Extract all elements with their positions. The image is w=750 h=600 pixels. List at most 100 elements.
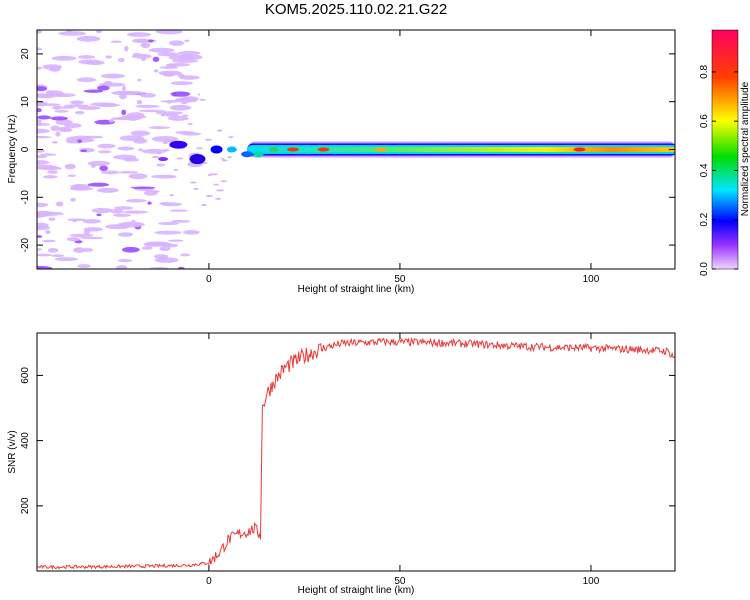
noise-blob bbox=[96, 30, 102, 34]
ridge-onset-blob bbox=[158, 157, 169, 162]
noise-blob bbox=[157, 52, 179, 57]
noise-blob bbox=[118, 171, 138, 174]
noise-blob bbox=[64, 123, 82, 128]
noise-blob bbox=[141, 148, 167, 154]
noise-blob bbox=[139, 92, 156, 98]
noise-blob bbox=[125, 199, 147, 203]
noise-blob bbox=[117, 146, 135, 151]
noise-blob bbox=[131, 219, 136, 223]
noise-blob bbox=[37, 164, 58, 170]
noise-blob bbox=[169, 209, 188, 212]
noise-blob bbox=[138, 148, 143, 152]
noise-blob bbox=[78, 59, 102, 65]
noise-blob bbox=[73, 247, 86, 253]
noise-blob bbox=[205, 195, 214, 198]
noise-blob bbox=[51, 141, 59, 144]
noise-blob bbox=[66, 237, 81, 242]
noise-blob bbox=[117, 232, 133, 237]
spectrogram-y-label: Frequency (Hz) bbox=[7, 115, 18, 184]
noise-blob bbox=[162, 111, 166, 114]
noise-blob bbox=[117, 58, 126, 63]
noise-blob bbox=[172, 92, 177, 97]
noise-blob bbox=[138, 109, 166, 113]
noise-blob bbox=[76, 77, 97, 83]
noise-blob bbox=[152, 56, 160, 62]
noise-blob bbox=[37, 122, 51, 126]
y-tick-label: 10 bbox=[20, 96, 31, 108]
noise-blob bbox=[169, 194, 174, 197]
noise-blob bbox=[213, 183, 219, 186]
spectrogram-plot-area bbox=[37, 30, 675, 269]
y-tick-label: -10 bbox=[20, 190, 31, 205]
noise-blob bbox=[40, 153, 57, 156]
noise-blob bbox=[51, 55, 77, 61]
noise-blob bbox=[50, 125, 60, 132]
noise-blob bbox=[96, 187, 119, 193]
figure-title: KOM5.2025.110.02.21.G22 bbox=[265, 1, 447, 18]
noise-blob bbox=[153, 69, 159, 73]
noise-blob bbox=[121, 85, 127, 92]
noise-blob bbox=[197, 93, 201, 96]
noise-blob bbox=[215, 197, 222, 200]
noise-blob bbox=[204, 138, 213, 141]
noise-blob bbox=[42, 239, 56, 243]
ridge-onset-blob bbox=[268, 147, 279, 152]
noise-blob bbox=[77, 264, 91, 269]
noise-blob bbox=[50, 254, 65, 258]
noise-blob bbox=[80, 149, 88, 153]
noise-blob bbox=[37, 253, 53, 257]
noise-blob bbox=[167, 239, 184, 242]
ridge-hotspot bbox=[317, 147, 330, 152]
noise-blob bbox=[76, 35, 101, 42]
noise-blob bbox=[216, 189, 224, 192]
noise-blob bbox=[169, 104, 192, 111]
noise-blob bbox=[101, 170, 120, 175]
noise-blob bbox=[108, 119, 115, 123]
noise-blob bbox=[113, 213, 131, 217]
y-tick-label: 0 bbox=[20, 146, 31, 152]
colorbar-tick-label: 0.0 bbox=[699, 262, 710, 276]
noise-blob bbox=[82, 248, 94, 252]
noise-blob bbox=[207, 174, 212, 177]
noise-blob bbox=[48, 217, 56, 221]
noise-blob bbox=[173, 168, 178, 171]
noise-blob bbox=[87, 160, 111, 166]
noise-blob bbox=[105, 55, 113, 59]
noise-blob bbox=[227, 156, 232, 159]
ridge-onset-blob bbox=[169, 140, 188, 149]
ridge-core bbox=[247, 147, 675, 152]
noise-blob bbox=[82, 219, 102, 224]
noise-blob bbox=[54, 257, 79, 262]
noise-blob bbox=[117, 259, 133, 263]
ridge-onset-blob bbox=[226, 146, 237, 153]
noise-blob bbox=[177, 266, 185, 269]
noise-blob bbox=[59, 106, 75, 109]
ridge-onset-blob bbox=[253, 151, 264, 158]
noise-blob bbox=[37, 235, 43, 238]
noise-blob bbox=[167, 176, 175, 179]
noise-blob bbox=[159, 66, 179, 69]
noise-blob bbox=[87, 182, 109, 187]
noise-blob bbox=[111, 116, 135, 121]
noise-blob bbox=[42, 175, 58, 179]
snr-series-line bbox=[37, 336, 675, 571]
frequency-ridge bbox=[158, 140, 675, 165]
noise-blob bbox=[154, 257, 179, 263]
noise-blob bbox=[176, 157, 184, 160]
noise-blob bbox=[184, 39, 190, 43]
noise-blob bbox=[167, 116, 189, 121]
noise-blob bbox=[37, 202, 49, 208]
noise-blob bbox=[141, 246, 153, 250]
noise-blob bbox=[198, 98, 206, 101]
y-tick-label: 400 bbox=[20, 432, 31, 449]
noise-blob bbox=[136, 99, 143, 105]
noise-blob bbox=[103, 80, 113, 87]
noise-blob bbox=[181, 114, 189, 117]
noise-blob bbox=[50, 116, 69, 121]
noise-blob bbox=[187, 123, 193, 126]
noise-blob bbox=[114, 206, 134, 210]
noise-blob bbox=[54, 110, 69, 113]
colorbar-tick-label: 0.2 bbox=[699, 212, 710, 226]
noise-blob bbox=[130, 186, 156, 189]
noise-blob bbox=[190, 100, 197, 103]
